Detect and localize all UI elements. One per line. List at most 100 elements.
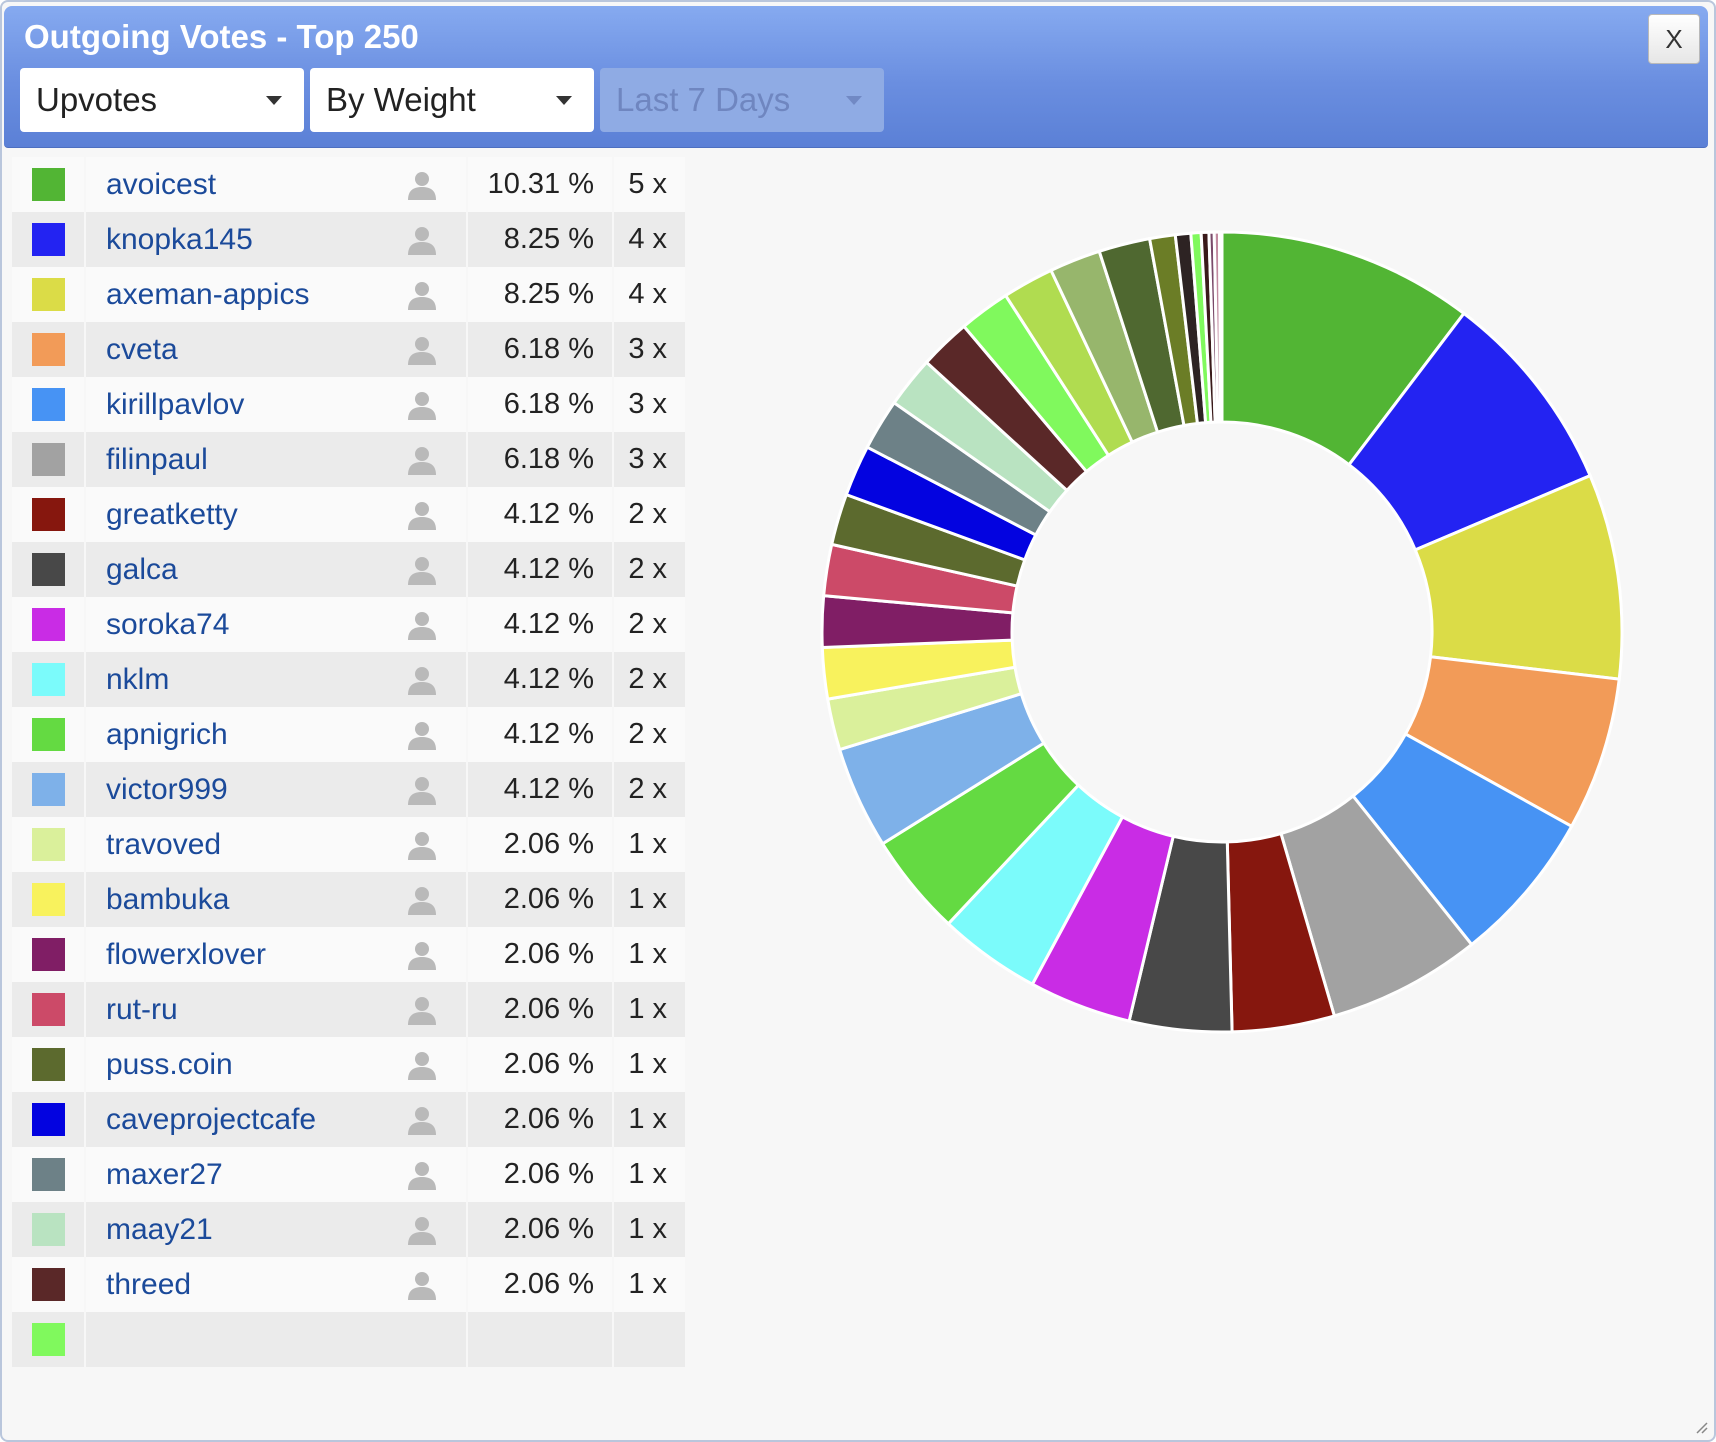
voter-name-link[interactable]: maay21	[106, 1212, 213, 1246]
vote-percent: 2.06 %	[503, 1213, 594, 1245]
list-item[interactable]: victor999 4.12 % 2 x	[12, 762, 685, 817]
list-item[interactable]: maay21 2.06 % 1 x	[12, 1202, 685, 1257]
user-profile-icon[interactable]	[406, 774, 438, 806]
user-profile-icon[interactable]	[406, 994, 438, 1026]
name-cell: filinpaul	[86, 432, 466, 487]
list-item[interactable]: knopka145 8.25 % 4 x	[12, 212, 685, 267]
sort-select[interactable]: By Weight	[310, 68, 594, 132]
vote-count: 1 x	[628, 1048, 667, 1080]
count-cell: 2 x	[614, 597, 685, 652]
list-item[interactable]: bambuka 2.06 % 1 x	[12, 872, 685, 927]
user-profile-icon[interactable]	[406, 389, 438, 421]
chevron-down-icon	[846, 96, 862, 105]
swatch-cell	[12, 927, 84, 982]
voter-name-link[interactable]: threed	[106, 1267, 192, 1301]
user-profile-icon[interactable]	[406, 884, 438, 916]
close-button[interactable]: X	[1648, 14, 1700, 64]
voter-name-link[interactable]: galca	[106, 552, 178, 586]
list-item[interactable]: flowerxlover 2.06 % 1 x	[12, 927, 685, 982]
vote-count: 4 x	[628, 223, 667, 255]
percent-cell: 10.31 %	[468, 157, 612, 212]
list-item[interactable]: soroka74 4.12 % 2 x	[12, 597, 685, 652]
voter-name-link[interactable]: soroka74	[106, 607, 230, 641]
user-profile-icon[interactable]	[406, 444, 438, 476]
user-profile-icon[interactable]	[406, 939, 438, 971]
list-item[interactable]: travoved 2.06 % 1 x	[12, 817, 685, 872]
list-item[interactable]: filinpaul 6.18 % 3 x	[12, 432, 685, 487]
list-item[interactable]: greatketty 4.12 % 2 x	[12, 487, 685, 542]
user-profile-icon[interactable]	[406, 224, 438, 256]
vote-percent: 2.06 %	[503, 938, 594, 970]
dialog-header: Outgoing Votes - Top 250 X Upvotes By We…	[4, 6, 1708, 148]
user-profile-icon[interactable]	[406, 499, 438, 531]
name-cell: knopka145	[86, 212, 466, 267]
user-profile-icon[interactable]	[406, 1214, 438, 1246]
name-cell: travoved	[86, 817, 466, 872]
voter-name-link[interactable]: filinpaul	[106, 442, 208, 476]
list-item[interactable]	[12, 1312, 685, 1367]
list-item[interactable]: kirillpavlov 6.18 % 3 x	[12, 377, 685, 432]
percent-cell: 4.12 %	[468, 487, 612, 542]
voter-list[interactable]: avoicest 10.31 % 5 x knopka145 8.25 % 4 x axem…	[12, 157, 685, 1430]
color-swatch	[31, 1268, 65, 1301]
list-item[interactable]: nklm 4.12 % 2 x	[12, 652, 685, 707]
swatch-cell	[12, 1092, 84, 1147]
list-item[interactable]: rut-ru 2.06 % 1 x	[12, 982, 685, 1037]
voter-name-link[interactable]: nklm	[106, 662, 170, 696]
voter-name-link[interactable]: axeman-appics	[106, 277, 310, 311]
list-item[interactable]: galca 4.12 % 2 x	[12, 542, 685, 597]
list-item[interactable]: puss.coin 2.06 % 1 x	[12, 1037, 685, 1092]
voter-name-link[interactable]: caveprojectcafe	[106, 1102, 317, 1136]
voter-name-link[interactable]: maxer27	[106, 1157, 223, 1191]
list-item[interactable]: axeman-appics 8.25 % 4 x	[12, 267, 685, 322]
color-swatch	[31, 1103, 65, 1136]
resize-grip-icon[interactable]	[1692, 1418, 1708, 1434]
user-profile-icon[interactable]	[406, 279, 438, 311]
vote-type-select[interactable]: Upvotes	[20, 68, 304, 132]
user-profile-icon[interactable]	[406, 169, 438, 201]
voter-name-link[interactable]: cveta	[106, 332, 178, 366]
user-profile-icon[interactable]	[406, 1269, 438, 1301]
voter-name-link[interactable]: travoved	[106, 827, 222, 861]
user-profile-icon[interactable]	[406, 1159, 438, 1191]
user-profile-icon[interactable]	[406, 1049, 438, 1081]
swatch-cell	[12, 652, 84, 707]
list-item[interactable]: threed 2.06 % 1 x	[12, 1257, 685, 1312]
percent-cell: 2.06 %	[468, 1092, 612, 1147]
donut-slice[interactable]	[1217, 230, 1224, 424]
vote-count: 1 x	[628, 1268, 667, 1300]
list-item[interactable]: cveta 6.18 % 3 x	[12, 322, 685, 377]
color-swatch	[31, 1048, 65, 1081]
vote-count: 1 x	[628, 938, 667, 970]
count-cell: 5 x	[614, 157, 685, 212]
donut-chart	[782, 192, 1662, 1072]
voter-name-link[interactable]: rut-ru	[106, 992, 178, 1026]
color-swatch	[31, 773, 65, 806]
color-swatch	[31, 278, 65, 311]
name-cell: bambuka	[86, 872, 466, 927]
voter-name-link[interactable]: avoicest	[106, 167, 217, 201]
vote-count: 1 x	[628, 883, 667, 915]
user-profile-icon[interactable]	[406, 609, 438, 641]
voter-name-link[interactable]: puss.coin	[106, 1047, 233, 1081]
voter-name-link[interactable]: bambuka	[106, 882, 230, 916]
user-profile-icon[interactable]	[406, 334, 438, 366]
voter-name-link[interactable]: apnigrich	[106, 717, 228, 751]
user-profile-icon[interactable]	[406, 664, 438, 696]
period-select: Last 7 Days	[600, 68, 884, 132]
user-profile-icon[interactable]	[406, 554, 438, 586]
list-item[interactable]: apnigrich 4.12 % 2 x	[12, 707, 685, 762]
voter-name-link[interactable]: knopka145	[106, 222, 253, 256]
user-profile-icon[interactable]	[406, 1104, 438, 1136]
voter-name-link[interactable]: kirillpavlov	[106, 387, 245, 421]
voter-name-link[interactable]: flowerxlover	[106, 937, 267, 971]
swatch-cell	[12, 1147, 84, 1202]
list-item[interactable]: avoicest 10.31 % 5 x	[12, 157, 685, 212]
user-profile-icon[interactable]	[406, 719, 438, 751]
list-item[interactable]: maxer27 2.06 % 1 x	[12, 1147, 685, 1202]
color-swatch	[31, 388, 65, 421]
voter-name-link[interactable]: victor999	[106, 772, 228, 806]
list-item[interactable]: caveprojectcafe 2.06 % 1 x	[12, 1092, 685, 1147]
voter-name-link[interactable]: greatketty	[106, 497, 238, 531]
user-profile-icon[interactable]	[406, 829, 438, 861]
